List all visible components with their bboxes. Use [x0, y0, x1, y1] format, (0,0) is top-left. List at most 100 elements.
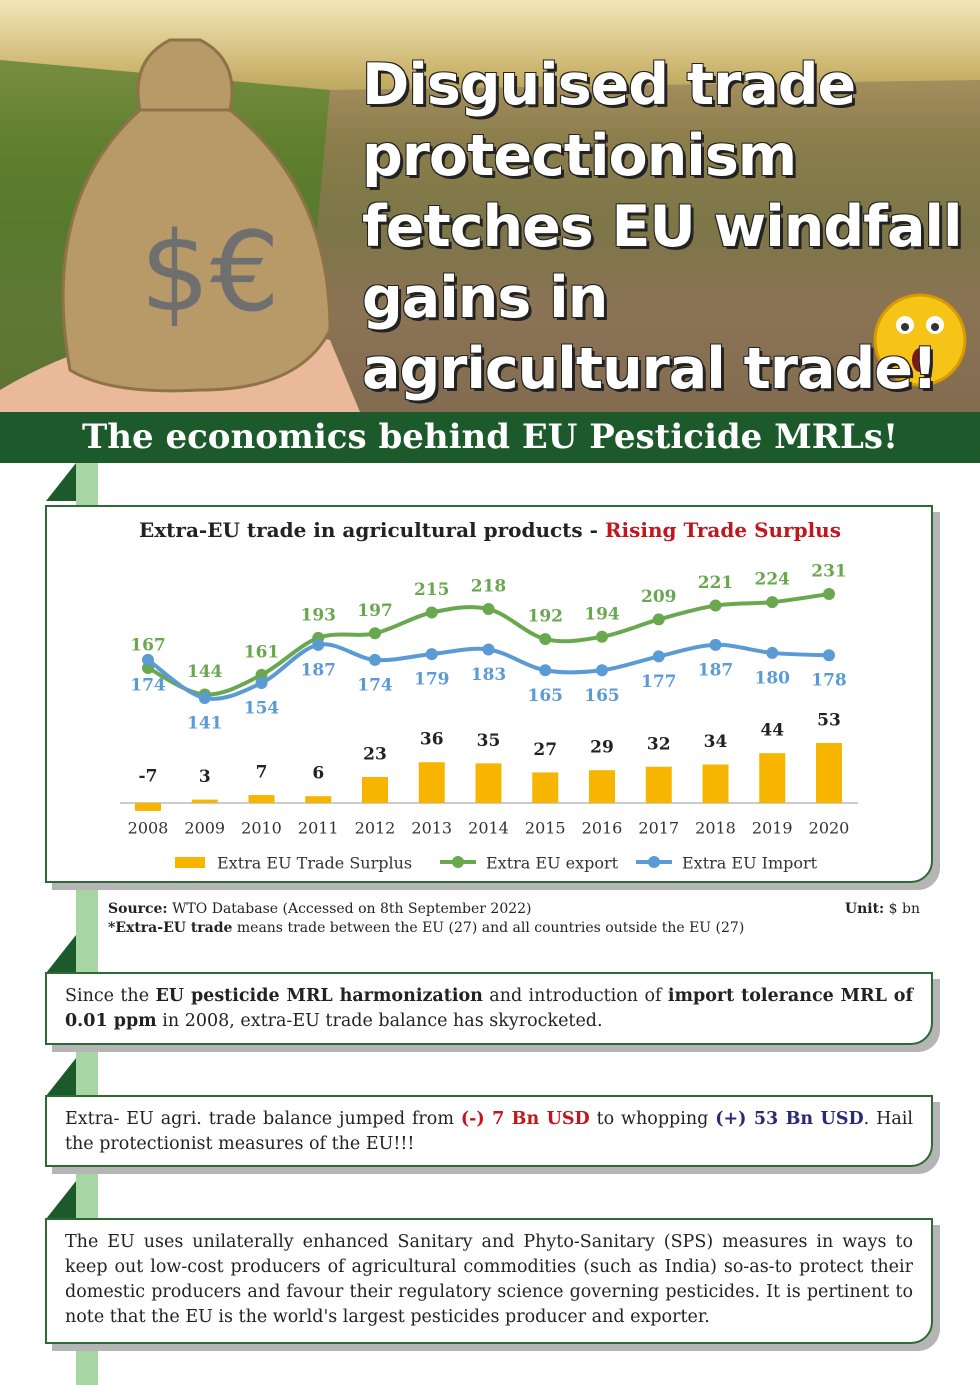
data-label: 165 — [528, 686, 564, 706]
x-tick-label: 2015 — [525, 819, 566, 838]
data-label: 36 — [420, 730, 444, 750]
line-point — [255, 676, 268, 689]
data-label: 154 — [244, 698, 280, 718]
bar — [532, 772, 559, 803]
data-label: 193 — [301, 605, 337, 625]
decor-stripe — [76, 1346, 98, 1385]
data-label: 29 — [590, 738, 614, 758]
data-label: 197 — [357, 601, 393, 621]
data-label: 187 — [301, 660, 337, 680]
x-tick-label: 2009 — [184, 819, 225, 838]
definition-term: *Extra-EU trade — [108, 920, 233, 936]
bar — [362, 776, 388, 803]
decor-stripe — [76, 463, 98, 508]
data-label: 183 — [471, 665, 507, 685]
line-point — [652, 650, 665, 663]
x-tick-label: 2010 — [241, 819, 282, 838]
x-tick-label: 2011 — [298, 819, 339, 838]
text: in 2008, extra-EU trade balance has skyr… — [156, 1011, 603, 1031]
data-label: 179 — [414, 670, 450, 690]
source-line: Source: WTO Database (Accessed on 8th Se… — [108, 900, 920, 919]
svg-text:$: $ — [140, 208, 210, 336]
legend-label: Extra EU export — [486, 854, 619, 873]
unit: Unit: $ bn — [845, 900, 920, 919]
bar — [191, 799, 218, 803]
legend-label: Extra EU Trade Surplus — [217, 854, 412, 873]
line-point — [482, 603, 495, 616]
text-box: Since the EU pesticide MRL harmonization… — [45, 972, 933, 1045]
x-tick-label: 2016 — [582, 819, 623, 838]
hero-art: $ € — [0, 38, 980, 412]
text: Since the — [65, 986, 156, 1006]
text: Extra- EU agri. trade balance jumped fro… — [65, 1109, 461, 1129]
data-label: 44 — [760, 721, 784, 741]
data-label: 209 — [641, 587, 677, 607]
x-tick-label: 2008 — [128, 819, 169, 838]
data-label: 144 — [187, 662, 223, 682]
line-point — [369, 627, 381, 640]
chart-title-group: Extra-EU trade in agricultural products … — [139, 518, 841, 542]
data-label: 194 — [584, 604, 620, 624]
data-label: 7 — [256, 763, 268, 783]
line-point — [539, 664, 552, 677]
data-label: 23 — [363, 744, 387, 764]
x-tick-label: 2014 — [468, 819, 509, 838]
chart: Extra-EU trade in agricultural products … — [120, 518, 858, 873]
definition-text: means trade between the EU (27) and all … — [232, 920, 745, 936]
text: . Hail the protectionist measures of the… — [65, 1109, 913, 1154]
bar — [418, 762, 445, 803]
x-tick-label: 2019 — [752, 819, 793, 838]
line-point — [425, 648, 438, 661]
decor-stripe — [76, 1047, 98, 1097]
text: EU pesticide MRL harmonization — [155, 986, 483, 1006]
source-label: Source: — [108, 901, 168, 917]
bar — [589, 770, 615, 803]
line-point — [198, 692, 211, 704]
text: (+) 53 Bn USD — [715, 1109, 864, 1129]
data-label: -7 — [139, 767, 158, 787]
data-label: 3 — [199, 767, 211, 787]
x-tick-label: 2020 — [809, 819, 850, 838]
line-point — [142, 653, 154, 666]
data-label: 161 — [244, 642, 280, 662]
data-label: 221 — [698, 573, 734, 593]
bar — [645, 766, 672, 803]
data-label: 35 — [477, 731, 501, 751]
line-point — [709, 599, 722, 612]
decor-triangle — [46, 1181, 76, 1219]
data-label: 141 — [187, 714, 223, 734]
data-label: 6 — [312, 764, 324, 784]
text-box: The EU uses unilaterally enhanced Sanita… — [45, 1218, 933, 1344]
data-label: 231 — [811, 562, 847, 582]
bar — [816, 743, 842, 803]
line-point — [596, 630, 608, 643]
line-point — [539, 633, 552, 646]
definition-line: *Extra-EU trade means trade between the … — [108, 919, 920, 938]
paragraph: Extra- EU agri. trade balance jumped fro… — [47, 1097, 931, 1167]
chart-subtitle: Rising Trade Surplus — [605, 518, 841, 542]
text: (-) 7 Bn USD — [460, 1109, 590, 1129]
data-label: 187 — [698, 660, 734, 680]
data-label: 34 — [704, 732, 728, 752]
paragraph: Since the EU pesticide MRL harmonization… — [47, 974, 931, 1044]
bar — [305, 796, 332, 803]
text: import tolerance MRL of 0.01 ppm — [65, 986, 913, 1031]
line-point — [596, 664, 608, 677]
text-box: Extra- EU agri. trade balance jumped fro… — [45, 1095, 933, 1167]
line-point — [823, 649, 835, 662]
data-label: 165 — [584, 686, 620, 706]
bar — [248, 795, 275, 803]
bar — [702, 764, 729, 803]
line-point — [766, 596, 779, 609]
line-point — [482, 643, 495, 656]
x-tick-label: 2012 — [355, 819, 396, 838]
decor-stripe — [76, 1170, 98, 1220]
text: to whopping — [589, 1109, 716, 1129]
data-label: 167 — [130, 635, 166, 655]
line-point — [709, 638, 722, 651]
legend-label: Extra EU Import — [682, 854, 818, 873]
line-point — [425, 606, 438, 619]
x-tick-label: 2018 — [695, 819, 736, 838]
source-text: WTO Database (Accessed on 8th September … — [172, 901, 532, 917]
